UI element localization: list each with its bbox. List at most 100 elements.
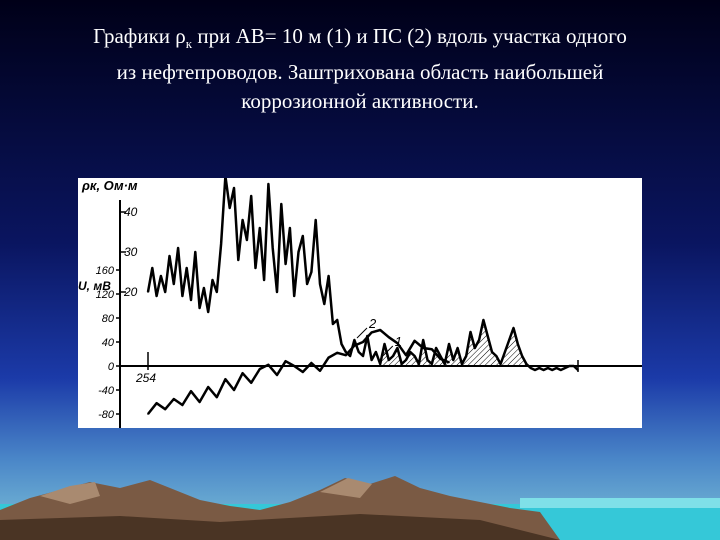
series-1-point <box>383 343 386 345</box>
series-1-point <box>499 363 502 365</box>
series-1-point <box>151 267 154 269</box>
series-1-point <box>439 355 442 357</box>
series-1-point <box>456 347 459 349</box>
series-1-point <box>185 267 188 269</box>
series-2-point <box>259 368 261 370</box>
series-1-point <box>353 339 356 341</box>
series-2-point <box>405 354 407 356</box>
series-1-point <box>228 207 231 209</box>
series-1-point <box>336 319 339 321</box>
series-1-point <box>572 365 575 367</box>
series-2-point <box>250 382 252 384</box>
series-1-point <box>443 363 446 365</box>
series-2-point <box>448 361 450 364</box>
y2-tick-label: 0 <box>108 361 115 373</box>
series-2-point <box>327 356 330 359</box>
series-1-point <box>400 363 403 365</box>
series-1-point <box>327 275 330 277</box>
axes-layer <box>116 200 642 428</box>
series-1-point <box>280 203 283 205</box>
series-1-label: 1 <box>395 334 402 349</box>
series-2-point <box>345 354 347 356</box>
series-1-point <box>478 339 480 341</box>
series-1-point <box>392 355 394 357</box>
series-1-point <box>357 351 360 353</box>
series-1-point <box>216 291 218 293</box>
series-1-point <box>418 363 420 365</box>
series-1-point <box>198 307 201 309</box>
series-1-point <box>302 235 304 237</box>
series-1-point <box>547 367 549 369</box>
series-1-point <box>194 251 197 253</box>
series-1-point <box>491 351 493 353</box>
series-1-point <box>314 219 317 221</box>
series-1-point <box>560 369 562 371</box>
series-1-point <box>207 311 209 313</box>
x-start-label: 254 <box>135 371 156 385</box>
series-1-point <box>345 351 347 353</box>
y1-axis-label: ρк, Ом·м <box>81 178 138 193</box>
series-2-point <box>431 348 433 350</box>
series-1-point <box>160 275 162 277</box>
series-2-point <box>267 364 270 366</box>
series-1-point <box>568 365 571 367</box>
series-1-point <box>517 343 519 345</box>
y2-tick-label: -40 <box>98 385 115 397</box>
series-2-point <box>224 378 227 380</box>
series-1-point <box>396 347 399 349</box>
series-1-point <box>469 331 472 333</box>
series-2-point <box>216 396 218 398</box>
series-2-point <box>379 329 382 331</box>
series-1-point <box>293 295 295 297</box>
series-2-point <box>181 404 184 406</box>
series-1-point <box>263 279 265 281</box>
series-1-point <box>422 339 425 341</box>
series-1-point <box>211 279 214 281</box>
series-1-point <box>388 359 390 361</box>
series-2-point <box>396 342 399 344</box>
series-1-point <box>173 283 175 285</box>
series-1-point <box>413 355 416 357</box>
series-1-point <box>534 369 536 371</box>
series-2-point <box>241 372 244 374</box>
series-1-point <box>362 355 364 357</box>
series-2-point <box>155 402 158 404</box>
series-1-point <box>271 247 274 249</box>
series-1-point <box>250 195 252 197</box>
series-1-point <box>564 367 566 369</box>
series-1-point <box>486 335 489 337</box>
series-1-point <box>259 227 261 229</box>
y2-tick-label: 80 <box>102 313 115 325</box>
series-1-point <box>237 259 240 261</box>
series-2-point <box>190 390 192 392</box>
series-1-point <box>267 183 270 185</box>
series-1-point <box>465 355 468 357</box>
y2-tick-label: 40 <box>102 337 115 349</box>
series-1-point <box>319 283 321 285</box>
series-1-point <box>241 219 244 221</box>
series-2-point <box>293 365 295 367</box>
series-1-point <box>332 323 334 325</box>
y2-tick-label: 120 <box>96 289 115 301</box>
series-1-point <box>474 347 476 349</box>
series-1-point <box>431 363 433 365</box>
series-2-point <box>198 401 201 403</box>
series-1-point <box>409 351 412 353</box>
series-2-point <box>276 374 278 376</box>
series-2-point <box>319 370 321 372</box>
series-1-point <box>203 287 205 289</box>
series-2-point <box>284 360 287 362</box>
series-1-point <box>155 295 158 297</box>
title-line-1: Графики ρк при АВ= 10 м (1) и ПС (2) вдо… <box>93 24 627 52</box>
series-2-label: 2 <box>368 316 377 331</box>
series-line-2 <box>147 328 450 415</box>
series-1-point <box>512 327 515 329</box>
series-1-point <box>379 363 382 365</box>
series-1-point <box>168 255 171 257</box>
series-2-point <box>233 389 235 391</box>
series-2-point <box>422 347 425 349</box>
series-1-point <box>246 239 248 241</box>
series-1-point <box>482 319 485 321</box>
